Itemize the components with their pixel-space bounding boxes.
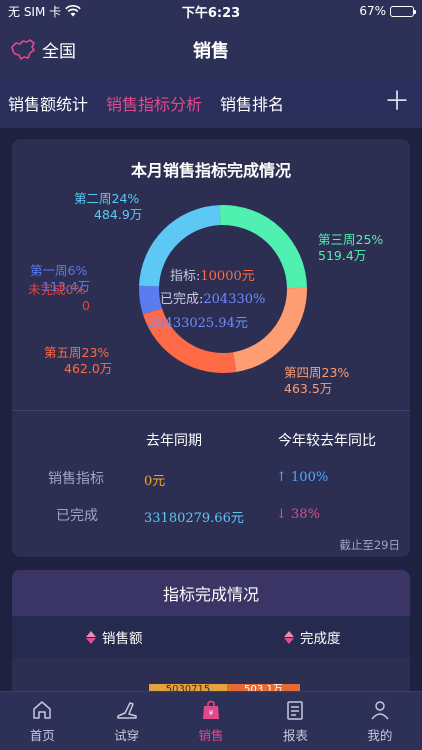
done-value: 204330% (203, 292, 266, 307)
donut-svg (139, 205, 307, 373)
done-label: 已完成: (160, 292, 204, 307)
row-label-done: 已完成 (56, 508, 98, 524)
slice-value: 113.4万 (42, 279, 91, 294)
status-left: 无 SIM 卡 (8, 3, 148, 20)
status-bar: 无 SIM 卡 下午6:23 67% (0, 0, 422, 22)
row-label-target: 销售指标 (48, 471, 104, 487)
china-map-icon (11, 38, 35, 60)
slice-label-week1: 第一周6% 113.4万 (30, 263, 90, 295)
tab-label: 报表 (282, 727, 308, 743)
slice-value: 519.4万 (318, 248, 367, 263)
sales-bag-icon: ¥ (203, 700, 220, 719)
sort-by-sales[interactable]: 销售额 (86, 627, 143, 647)
sort-arrows-icon (284, 630, 294, 644)
tab-sales-stats[interactable]: 销售额统计 (8, 95, 89, 114)
yoy-target: ↑ 100% (276, 470, 329, 485)
status-right: 67% (274, 4, 416, 18)
slice-value: 462.0万 (64, 361, 113, 376)
slice-name: 未完成0% (28, 282, 86, 297)
sort-arrows-icon (86, 630, 96, 644)
add-icon[interactable]: ＋ (383, 87, 410, 117)
status-time: 下午6:23 (181, 5, 241, 21)
tab-sales-target-analysis[interactable]: 销售指标分析 (106, 95, 203, 114)
yoy-done: ↓ 38% (276, 507, 320, 522)
last-year-done: 33180279.66元 (144, 511, 244, 526)
sort-rate-label: 完成度 (300, 631, 341, 647)
donut-slice (139, 285, 163, 315)
tab-sales[interactable]: ¥ 销售 (169, 692, 253, 750)
deadline-text: 截止至29日 (339, 538, 400, 552)
tab-label: 销售 (198, 727, 224, 743)
nav-bar: 全国 销售 (0, 22, 422, 78)
slice-value: 463.5万 (284, 381, 333, 396)
sort-bar: 销售额 完成度 (12, 616, 410, 658)
tab-label: 我的 (367, 727, 393, 743)
sort-sales-label: 销售额 (102, 631, 143, 647)
slice-name: 第五周23% (44, 345, 110, 360)
tab-label: 试穿 (114, 727, 140, 743)
tab-try-on[interactable]: 试穿 (84, 692, 168, 750)
region-selector[interactable]: 全国 (10, 37, 76, 62)
shoe-icon (116, 701, 137, 719)
divider (12, 410, 410, 411)
target-label: 指标: (170, 269, 201, 284)
tab-mine[interactable]: 我的 (338, 692, 422, 750)
tab-report[interactable]: 报表 (253, 692, 337, 750)
battery-icon (390, 5, 416, 17)
target-value: 10000元 (200, 269, 255, 284)
card2-title: 指标完成情况 (12, 570, 410, 616)
donut-slice (219, 205, 307, 289)
slice-label-week5: 第五周23% 462.0万 (44, 345, 112, 377)
slice-value: 484.9万 (94, 207, 143, 222)
slice-name: 第二周24% (74, 191, 140, 206)
wifi-icon (65, 5, 81, 17)
slice-label-unfinished: 未完成0% 0 (28, 282, 90, 314)
tab-sales-ranking[interactable]: 销售排名 (220, 95, 285, 114)
home-icon (33, 700, 51, 719)
report-icon (287, 700, 304, 720)
slice-name: 第四周23% (284, 365, 350, 380)
carrier-text: 无 SIM 卡 (8, 4, 62, 19)
page-title: 销售 (193, 41, 229, 62)
slice-name: 第三周25% (318, 232, 384, 247)
slice-label-week3: 第三周25% 519.4万 (318, 232, 383, 264)
slice-label-week2: 第二周24% 484.9万 (74, 191, 142, 223)
donut-chart: 指标:10000元 已完成:204330% 20433025.94元 第二周24… (12, 179, 410, 439)
target-completion-card: 指标完成情况 销售额 完成度 5030715 503.1万 (12, 570, 410, 700)
slice-value: 0 (82, 298, 90, 313)
donut-slice (142, 308, 237, 373)
bottom-tab-bar: 首页 试穿 ¥ 销售 报表 我的 (0, 691, 422, 750)
svg-text:¥: ¥ (209, 709, 214, 717)
sort-by-rate[interactable]: 完成度 (284, 627, 341, 647)
tab-label: 首页 (29, 727, 55, 743)
slice-name: 第一周6% (30, 263, 88, 278)
top-tab-bar: 销售额统计 销售指标分析 销售排名 ＋ (0, 78, 422, 128)
region-label: 全国 (42, 42, 76, 62)
monthly-target-card: 本月销售指标完成情况 指标:10000元 已完成:204330% 2043302… (12, 139, 410, 557)
done-line: 已完成:204330% (160, 288, 265, 307)
person-icon (371, 700, 389, 719)
tab-home[interactable]: 首页 (0, 692, 84, 750)
slice-label-week4: 第四周23% 463.5万 (284, 365, 349, 397)
done-amount: 20433025.94元 (148, 316, 248, 331)
battery-percent: 67% (359, 4, 386, 18)
donut-slice (233, 287, 307, 372)
col-header-yoy: 今年较去年同比 (278, 433, 376, 449)
card-title: 本月销售指标完成情况 (130, 161, 291, 180)
donut-slice (139, 205, 221, 287)
col-header-last-year: 去年同期 (146, 433, 202, 449)
target-line: 指标:10000元 (170, 265, 255, 284)
last-year-target: 0元 (144, 474, 166, 489)
